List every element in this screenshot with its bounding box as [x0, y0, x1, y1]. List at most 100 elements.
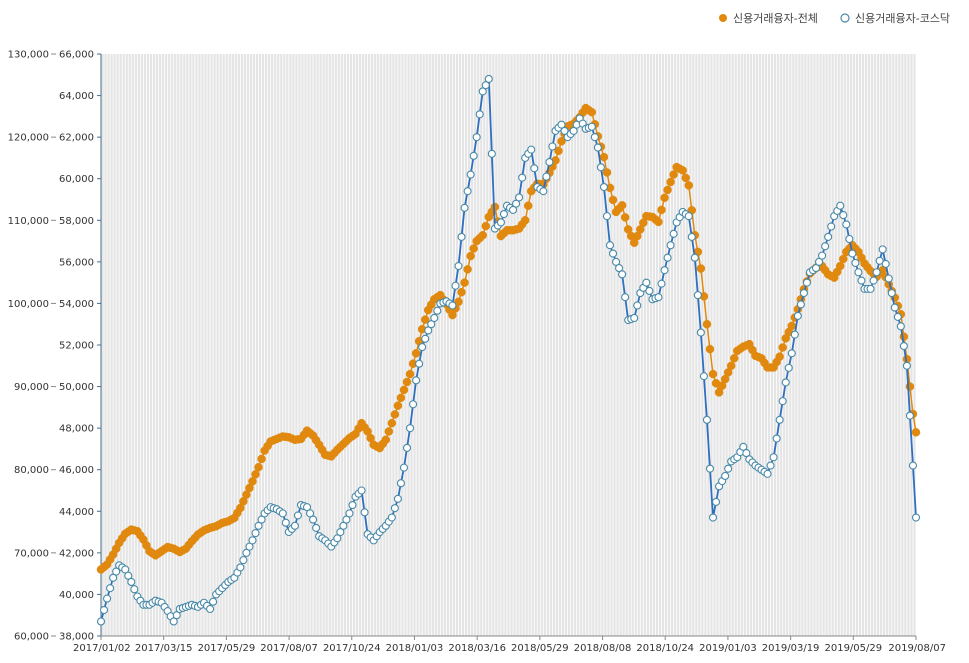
legend-item-total[interactable]: 신용거래융자-전체 [719, 12, 818, 25]
series-kosdaq-point [790, 330, 799, 339]
series-kosdaq-point [596, 163, 605, 172]
series-kosdaq-point [775, 415, 784, 424]
x-tick-label: 2018/08/08 [574, 643, 632, 654]
x-tick-label: 2018/05/29 [511, 643, 569, 654]
series-kosdaq-point [784, 363, 793, 372]
series-kosdaq-point [630, 313, 639, 323]
series-kosdaq-point [248, 536, 257, 545]
series-kosdaq-point [242, 548, 251, 557]
series-kosdaq-point [590, 133, 599, 142]
series-kosdaq-point [854, 268, 863, 277]
y-right-tick-label: 64,000 [59, 91, 94, 102]
series-kosdaq-point [872, 268, 881, 277]
series-total-point [657, 205, 666, 215]
series-kosdaq-point [545, 158, 554, 167]
series-kosdaq-point [848, 249, 857, 258]
legend[interactable]: 신용거래융자-전체 신용거래융자-코스닥 [719, 12, 950, 25]
series-kosdaq-point [778, 397, 787, 406]
series-kosdaq-point [342, 515, 351, 524]
series-total-point [617, 201, 627, 210]
series-kosdaq-point [569, 126, 578, 135]
series-total-point [381, 435, 391, 445]
series-kosdaq-point [172, 611, 181, 620]
legend-marker-kosdaq [840, 13, 850, 23]
series-kosdaq-point [663, 253, 672, 262]
y-left-tick-label: 80,000 [14, 465, 49, 476]
series-kosdaq-point [702, 415, 711, 424]
series-kosdaq-point [390, 504, 399, 513]
series-kosdaq-point [593, 143, 602, 152]
series-kosdaq-point [306, 509, 315, 518]
series-total-point [387, 418, 397, 428]
series-kosdaq-point [711, 497, 721, 506]
series-kosdaq-point [608, 249, 618, 258]
series-kosdaq-point [496, 218, 505, 227]
series-kosdaq-point [772, 434, 781, 443]
series-kosdaq-point [705, 464, 715, 473]
series-kosdaq-point [103, 594, 112, 603]
series-kosdaq-point [478, 87, 487, 96]
series-kosdaq-point [402, 443, 412, 452]
series-total-point [257, 454, 266, 464]
series-total-point [520, 216, 530, 225]
series-kosdaq-point [209, 597, 218, 606]
series-kosdaq-point [293, 511, 302, 520]
series-kosdaq-point [393, 494, 402, 503]
x-tick-label: 2017/01/02 [73, 643, 131, 654]
series-kosdaq-point [699, 372, 708, 381]
vertical-grid [100, 54, 917, 636]
series-total-point [669, 170, 678, 179]
series-kosdaq-point [881, 259, 890, 268]
series-kosdaq-point [684, 212, 693, 221]
series-kosdaq-point [348, 500, 357, 510]
series-kosdaq-point [451, 281, 460, 290]
series-kosdaq-point [818, 251, 827, 260]
y-right-tick-label: 50,000 [59, 382, 94, 393]
series-kosdaq-point [902, 361, 911, 370]
series-kosdaq-point [499, 210, 509, 219]
series-kosdaq-point [890, 303, 899, 312]
series-kosdaq-point [290, 521, 299, 530]
series-total-point [478, 231, 487, 240]
series-kosdaq-point [660, 266, 669, 275]
x-tick-label: 2018/03/16 [448, 643, 506, 654]
series-kosdaq-point [893, 312, 902, 321]
series-kosdaq-point [696, 328, 705, 337]
y-left-tick-label: 60,000 [14, 632, 49, 643]
series-kosdaq-point [793, 311, 802, 320]
legend-item-kosdaq[interactable]: 신용거래융자-코스닥 [840, 12, 950, 25]
series-total-point [911, 428, 921, 437]
series-kosdaq-point [254, 521, 263, 530]
series-kosdaq-point [842, 220, 851, 229]
series-kosdaq-point [742, 449, 751, 458]
series-kosdaq-point [448, 301, 457, 310]
y-right-tick-label: 58,000 [59, 216, 94, 227]
series-kosdaq-point [512, 199, 521, 208]
series-kosdaq-point [527, 145, 536, 154]
series-kosdaq-point [472, 133, 481, 142]
series-total-point [454, 297, 463, 307]
axes: 60,000 70,000 80,000 90,000 100,000 110,000 12… [8, 50, 946, 655]
series-kosdaq-point [836, 201, 845, 210]
series-total-point [654, 217, 663, 227]
y-right-tick-label: 48,000 [59, 424, 94, 435]
series-kosdaq-point [469, 151, 478, 160]
series-kosdaq-point [257, 515, 266, 524]
series-kosdaq-point [869, 276, 878, 285]
series-kosdaq-point [587, 122, 596, 131]
series-kosdaq-point [884, 274, 893, 283]
series-total-point [696, 264, 706, 273]
series-kosdaq-point [345, 509, 354, 518]
series-kosdaq-point [633, 301, 642, 310]
series-kosdaq-point [666, 241, 675, 250]
series-kosdaq-point [824, 232, 833, 241]
x-tick-label: 2017/05/29 [198, 643, 256, 654]
series-total-point [402, 377, 412, 387]
y-left-tick-label: 90,000 [14, 382, 49, 393]
series-kosdaq-point [409, 400, 418, 409]
series-kosdaq-point [130, 585, 139, 594]
series-kosdaq-point [802, 278, 811, 287]
series-kosdaq-point [911, 513, 921, 522]
series-total-point [660, 193, 669, 203]
